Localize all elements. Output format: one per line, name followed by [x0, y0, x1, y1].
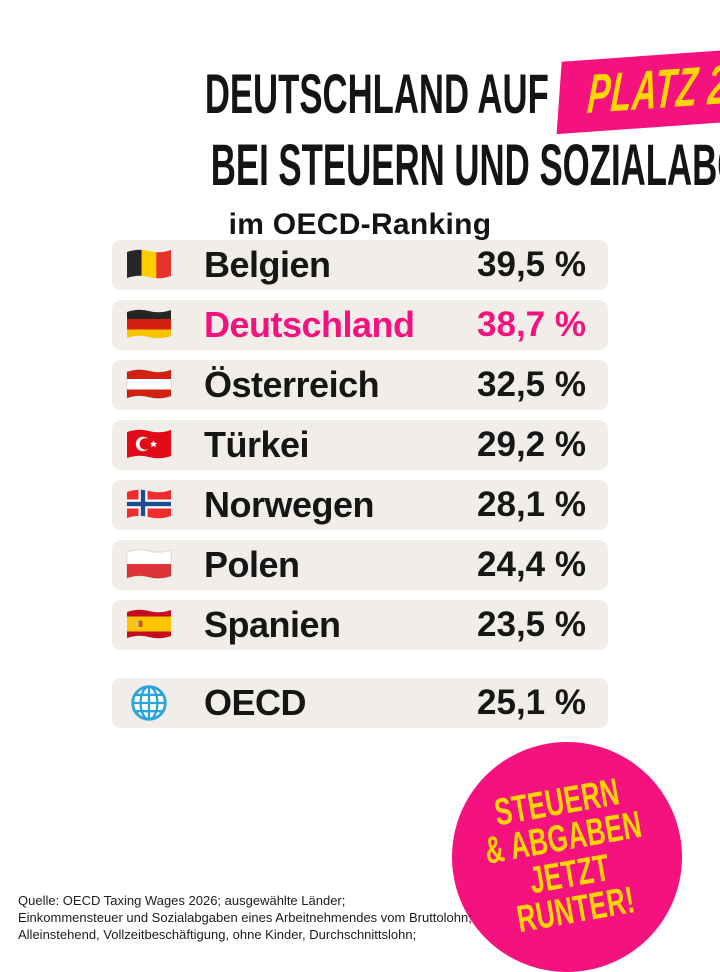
globe-icon — [126, 685, 172, 721]
ranking-row-oecd: OECD 25,1 % — [112, 678, 608, 728]
poland-flag-icon — [126, 547, 172, 583]
ranking-row-tuerkei: Türkei 29,2 % — [112, 420, 608, 470]
norway-flag-icon — [126, 487, 172, 523]
country-label: Belgien — [204, 244, 331, 285]
percent-value: 32,5 % — [477, 365, 586, 404]
percent-value: 29,2 % — [477, 425, 586, 464]
ranking-row-norwegen: Norwegen 28,1 % — [112, 480, 608, 530]
ranking-row-spanien: Spanien 23,5 % — [112, 600, 608, 650]
percent-value: 23,5 % — [477, 605, 586, 644]
source-line: Alleinstehend, Vollzeitbeschäftigung, oh… — [18, 927, 417, 943]
country-label: Norwegen — [204, 484, 375, 525]
country-label: Polen — [204, 544, 300, 585]
source-note: Quelle: OECD Taxing Wages 2026; ausgewäh… — [18, 892, 472, 943]
title-line1: DEUTSCHLAND AUF — [204, 62, 549, 125]
percent-value: 39,5 % — [477, 245, 586, 284]
ranking-list: Belgien 39,5 % Deutschland 38,7 % — [112, 240, 608, 738]
austria-flag-icon — [126, 367, 172, 403]
ranking-row-polen: Polen 24,4 % — [112, 540, 608, 590]
spain-flag-icon — [126, 607, 172, 643]
platz-2-highlight-box: PLATZ 2 — [556, 47, 720, 134]
ranking-row-oesterreich: Österreich 32,5 % — [112, 360, 608, 410]
ranking-row-deutschland: Deutschland 38,7 % — [112, 300, 608, 350]
ranking-row-belgien: Belgien 39,5 % — [112, 240, 608, 290]
title-line2: BEI STEUERN UND SOZIALABGABEN — [210, 132, 720, 198]
source-line: Einkommensteuer und Sozialabgaben eines … — [18, 910, 472, 926]
percent-value: 24,4 % — [477, 545, 586, 584]
country-label: Spanien — [204, 604, 341, 645]
country-label: Deutschland — [204, 304, 415, 345]
percent-value: 38,7 % — [477, 305, 586, 344]
germany-flag-icon — [126, 307, 172, 343]
turkey-flag-icon — [126, 427, 172, 463]
badge-steuern-runter: STEUERN & ABGABEN JETZT RUNTER! — [452, 742, 682, 972]
percent-value: 28,1 % — [477, 485, 586, 524]
percent-value: 25,1 % — [477, 683, 586, 722]
title-subtitle: im OECD-Ranking — [228, 207, 492, 241]
country-label: Österreich — [204, 364, 380, 405]
badge-text: STEUERN & ABGABEN JETZT RUNTER! — [476, 771, 658, 942]
oecd-label: OECD — [204, 682, 307, 723]
title-block: DEUTSCHLAND AUF PLATZ 2 BEI STEUERN UND … — [0, 47, 720, 242]
belgium-flag-icon — [126, 247, 172, 283]
platz-2-label: PLATZ 2 — [585, 52, 720, 126]
source-line: Quelle: OECD Taxing Wages 2026; ausgewäh… — [18, 893, 346, 908]
country-label: Türkei — [204, 424, 310, 465]
